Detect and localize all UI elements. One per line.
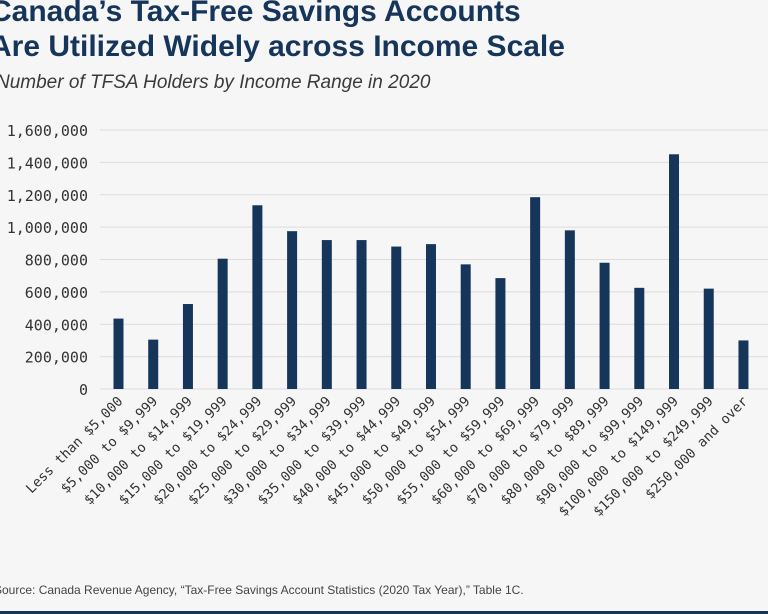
bar bbox=[564, 230, 575, 389]
bar bbox=[321, 240, 332, 389]
y-tick-label: 600,000 bbox=[25, 284, 88, 302]
bar bbox=[356, 240, 367, 389]
x-axis-tick-labels: Less than $5,000$5,000 to $9,999$10,000 … bbox=[23, 394, 751, 520]
chart-title-line-2: Are Utilized Widely across Income Scale bbox=[0, 30, 565, 63]
y-tick-label: 1,200,000 bbox=[7, 187, 88, 205]
y-tick-label: 200,000 bbox=[25, 349, 88, 367]
y-tick-label: 1,000,000 bbox=[7, 219, 88, 237]
chart-subtitle: Number of TFSA Holders by Income Range i… bbox=[0, 72, 431, 93]
y-tick-label: 0 bbox=[79, 381, 88, 399]
y-axis-tick-labels: 0 200,000 400,000 600,000 800,000 1,000,000 1,… bbox=[7, 122, 88, 399]
bar bbox=[460, 264, 471, 389]
bar bbox=[669, 154, 680, 389]
bar bbox=[148, 339, 159, 389]
chart-title: Canada’s Tax-Free Savings Accounts Are U… bbox=[0, 0, 768, 64]
bar bbox=[113, 318, 124, 389]
bar bbox=[703, 288, 714, 389]
bar bbox=[252, 205, 263, 389]
bar bbox=[634, 287, 645, 389]
bar bbox=[217, 258, 228, 389]
bar bbox=[738, 340, 749, 389]
bar bbox=[391, 246, 402, 389]
source-note: Source: Canada Revenue Agency, “Tax-Free… bbox=[0, 583, 524, 597]
bar-chart: 0 200,000 400,000 600,000 800,000 1,000,000 1,… bbox=[7, 122, 768, 520]
y-tick-label: 400,000 bbox=[25, 316, 88, 334]
bar bbox=[182, 304, 193, 389]
bar bbox=[425, 244, 436, 389]
y-tick-label: 1,400,000 bbox=[7, 154, 88, 172]
y-tick-label: 1,600,000 bbox=[7, 122, 88, 140]
bars bbox=[113, 154, 749, 389]
y-tick-label: 800,000 bbox=[25, 252, 88, 270]
bar bbox=[495, 278, 506, 389]
bar bbox=[599, 262, 610, 389]
bar bbox=[530, 197, 541, 389]
chart-title-line-1: Canada’s Tax-Free Savings Accounts bbox=[0, 0, 521, 28]
bar bbox=[287, 231, 298, 389]
bottom-rule bbox=[0, 611, 768, 614]
